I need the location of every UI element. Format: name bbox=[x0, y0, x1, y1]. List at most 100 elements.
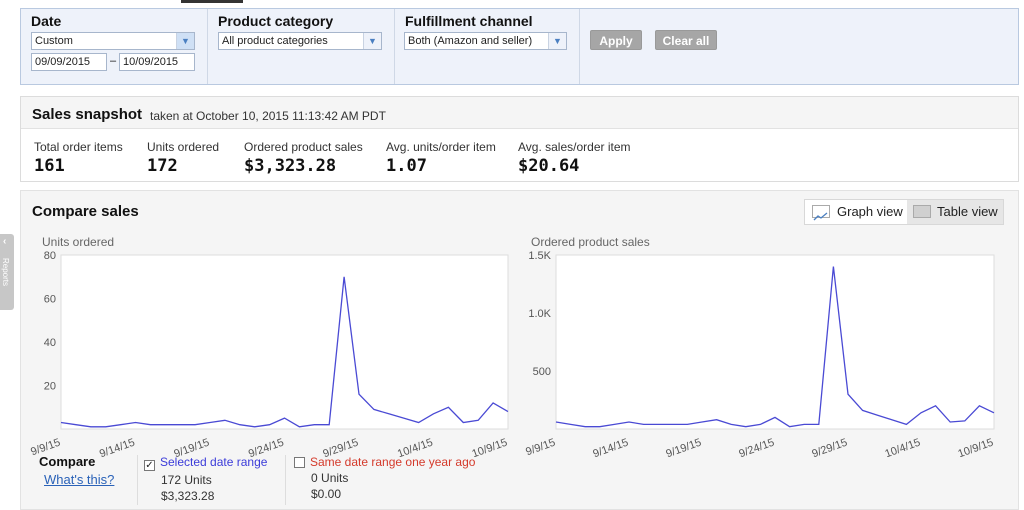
metric-units-ordered: Units ordered 172 bbox=[147, 140, 219, 176]
sales-chart: 1.5K 1.0K 500 9/9/15 9/14/15 9/19/15 9/24/15 9/… bbox=[519, 247, 1009, 457]
selected-sales: $3,323.28 bbox=[161, 489, 215, 503]
table-icon bbox=[913, 205, 931, 218]
top-nav-indicator bbox=[181, 0, 243, 3]
filter-actions: Apply Clear all bbox=[580, 9, 780, 84]
date-from-input[interactable]: 09/09/2015 bbox=[31, 53, 107, 71]
compare-legend-title: Compare bbox=[39, 454, 96, 469]
metric-value: $3,323.28 bbox=[244, 156, 337, 176]
snapshot-header: Sales snapshot taken at October 10, 2015… bbox=[21, 97, 1018, 129]
metric-value: $20.64 bbox=[518, 156, 580, 176]
y-tick-label: 500 bbox=[533, 366, 551, 378]
compare-title: Compare sales bbox=[32, 203, 139, 220]
metric-label: Units ordered bbox=[147, 140, 220, 154]
metric-ordered-product-sales: Ordered product sales $3,323.28 bbox=[244, 140, 363, 176]
checkbox-checked-icon[interactable]: ✓ bbox=[144, 460, 155, 471]
chevron-down-icon: ▼ bbox=[548, 33, 566, 49]
previous-year-legend: Same date range one year ago 0 Units $0.… bbox=[285, 455, 485, 505]
x-tick-label: 9/19/15 bbox=[172, 437, 211, 457]
plot-area bbox=[555, 254, 995, 430]
previous-year-toggle[interactable]: Same date range one year ago bbox=[294, 455, 485, 469]
graph-view-label: Graph view bbox=[837, 204, 903, 219]
sales-snapshot: Sales snapshot taken at October 10, 2015… bbox=[20, 96, 1019, 182]
date-filter: Date Custom ▼ 09/09/2015 – 10/09/2015 bbox=[21, 9, 208, 84]
units-ordered-chart: 80 60 40 20 9/9/15 9/14/15 9/19/15 9/24/15 9/29/… bbox=[27, 247, 517, 457]
date-label: Date bbox=[31, 13, 62, 29]
apply-button[interactable]: Apply bbox=[590, 30, 642, 50]
previous-units-value: 0 bbox=[311, 471, 318, 485]
x-tick-label: 10/4/15 bbox=[883, 437, 922, 457]
metric-label: Ordered product sales bbox=[244, 140, 363, 154]
x-tick-label: 9/14/15 bbox=[98, 437, 137, 457]
plot-area bbox=[60, 254, 509, 430]
y-tick-label: 1.5K bbox=[528, 250, 551, 262]
selected-units: 172 Units bbox=[144, 473, 285, 487]
whats-this-link[interactable]: What's this? bbox=[44, 472, 115, 487]
x-tick-label: 9/19/15 bbox=[664, 437, 703, 457]
x-tick-label: 9/29/15 bbox=[810, 437, 849, 457]
x-tick-label: 9/24/15 bbox=[737, 437, 776, 457]
fulfillment-filter: Fulfillment channel Both (Amazon and sel… bbox=[395, 9, 580, 84]
date-separator: – bbox=[110, 55, 117, 67]
metric-value: 161 bbox=[34, 156, 65, 176]
compare-sales: Compare sales Graph view Table view Unit… bbox=[20, 190, 1019, 510]
x-tick-label: 9/29/15 bbox=[321, 437, 360, 457]
snapshot-title: Sales snapshot bbox=[32, 106, 143, 123]
metric-value: 1.07 bbox=[386, 156, 427, 176]
y-tick-label: 80 bbox=[44, 250, 56, 262]
fulfillment-value: Both (Amazon and seller) bbox=[408, 35, 533, 47]
fulfillment-label: Fulfillment channel bbox=[405, 13, 533, 29]
category-select[interactable]: All product categories ▼ bbox=[218, 32, 382, 50]
selected-range-legend: ✓ Selected date range 172 Units $3,323.28 bbox=[137, 455, 285, 505]
table-view-label: Table view bbox=[937, 204, 998, 219]
reports-tab-label: Reports bbox=[1, 258, 10, 287]
y-tick-label: 60 bbox=[44, 294, 56, 306]
chevron-down-icon: ▼ bbox=[363, 33, 381, 49]
x-tick-label: 9/24/15 bbox=[247, 437, 286, 457]
line-chart-icon bbox=[812, 205, 830, 221]
metric-avg-sales: Avg. sales/order item $20.64 bbox=[518, 140, 631, 176]
y-tick-label: 1.0K bbox=[528, 308, 551, 320]
category-label: Product category bbox=[218, 13, 334, 29]
chart-title-sales: Ordered product sales bbox=[531, 235, 650, 249]
previous-sales: $0.00 bbox=[311, 487, 342, 501]
x-tick-label: 10/4/15 bbox=[396, 437, 435, 457]
selected-range-toggle[interactable]: ✓ Selected date range bbox=[144, 455, 285, 471]
category-filter: Product category All product categories … bbox=[208, 9, 395, 84]
metric-total-order-items: Total order items 161 bbox=[34, 140, 123, 176]
sales-svg: 1.5K 1.0K 500 9/9/15 9/14/15 9/19/15 9/24/15 9/… bbox=[524, 250, 995, 457]
chevron-left-icon: ‹ bbox=[3, 236, 7, 247]
date-preset-select[interactable]: Custom ▼ bbox=[31, 32, 195, 50]
checkbox-unchecked-icon[interactable] bbox=[294, 457, 305, 468]
series-line bbox=[60, 276, 509, 428]
chart-title-units: Units ordered bbox=[42, 235, 115, 249]
selected-range-label: Selected date range bbox=[160, 455, 268, 469]
y-tick-label: 40 bbox=[44, 337, 56, 349]
previous-units: 0 Units bbox=[294, 471, 485, 485]
fulfillment-select[interactable]: Both (Amazon and seller) ▼ bbox=[404, 32, 567, 50]
selected-units-label: Units bbox=[184, 473, 212, 487]
x-tick-label: 10/9/15 bbox=[470, 437, 509, 457]
metric-label: Total order items bbox=[34, 140, 123, 154]
graph-view-button[interactable]: Graph view bbox=[805, 200, 907, 224]
category-value: All product categories bbox=[222, 35, 328, 47]
x-tick-label: 10/9/15 bbox=[956, 437, 995, 457]
table-view-button[interactable]: Table view bbox=[907, 200, 1003, 224]
metric-label: Avg. units/order item bbox=[386, 140, 496, 154]
x-tick-label: 9/9/15 bbox=[524, 437, 557, 457]
series-line bbox=[555, 266, 995, 428]
y-tick-label: 20 bbox=[44, 381, 56, 393]
filters-panel: Date Custom ▼ 09/09/2015 – 10/09/2015 Pr… bbox=[20, 8, 1019, 85]
previous-units-label: Units bbox=[321, 471, 349, 485]
reports-side-tab[interactable]: ‹ Reports bbox=[0, 234, 14, 310]
x-tick-label: 9/14/15 bbox=[591, 437, 630, 457]
date-preset-value: Custom bbox=[35, 35, 73, 47]
previous-year-label: Same date range one year ago bbox=[310, 455, 476, 469]
date-to-input[interactable]: 10/09/2015 bbox=[119, 53, 195, 71]
metric-avg-units: Avg. units/order item 1.07 bbox=[386, 140, 496, 176]
selected-units-value: 172 bbox=[161, 473, 182, 487]
metric-label: Avg. sales/order item bbox=[518, 140, 631, 154]
chevron-down-icon: ▼ bbox=[176, 33, 194, 49]
clear-all-button[interactable]: Clear all bbox=[655, 30, 717, 50]
view-toggle: Graph view Table view bbox=[804, 199, 1004, 225]
